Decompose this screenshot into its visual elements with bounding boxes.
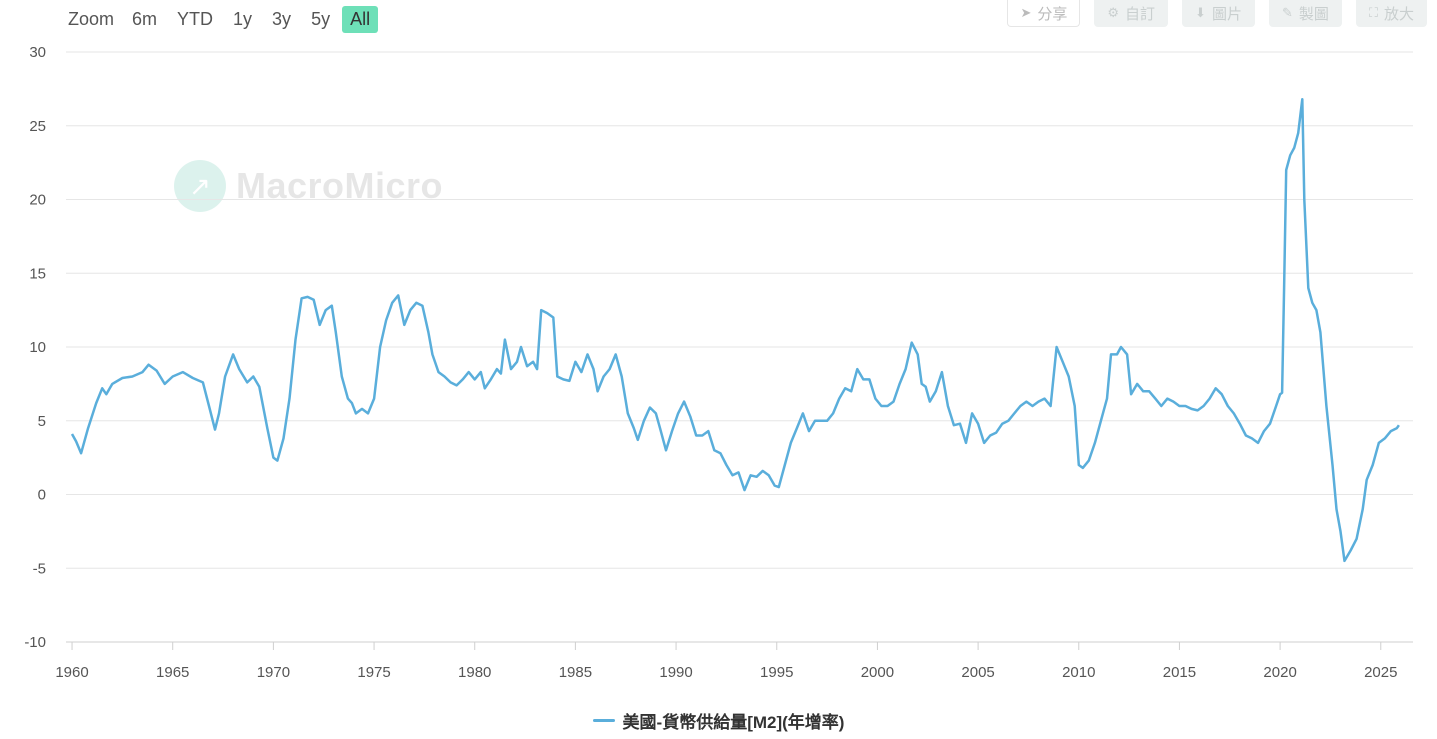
gear-icon: ⚙: [1107, 5, 1120, 20]
pencil-icon: ✎: [1281, 5, 1293, 20]
trend-icon: ↗: [174, 160, 226, 212]
x-tick-label: 1980: [458, 664, 491, 681]
draw-button[interactable]: ✎ 製圖: [1268, 0, 1342, 27]
expand-icon: ⛶: [1368, 5, 1378, 20]
draw-label: 製圖: [1298, 5, 1329, 23]
y-tick-label: 10: [29, 339, 46, 356]
share-icon: ➤: [1020, 5, 1032, 20]
zoom-1y-button[interactable]: 1y: [233, 8, 253, 29]
x-tick-label: 2020: [1263, 664, 1296, 681]
y-tick-label: 5: [38, 413, 46, 430]
legend-label: 美國-貨幣供給量[M2](年增率): [622, 713, 845, 732]
y-tick-label: 20: [29, 192, 46, 209]
y-tick-label: 15: [29, 265, 46, 282]
series-layer: [70, 97, 1400, 563]
zoom-3y-button[interactable]: 3y: [272, 8, 292, 29]
y-tick-label: -10: [24, 634, 46, 651]
y-axis-ticks: 30 25 20 15 10 5 0 -5 -10: [24, 44, 46, 651]
customize-button[interactable]: ⚙ 自訂: [1094, 0, 1169, 27]
x-tick-label: 1960: [55, 664, 88, 681]
zoom-ytd-button[interactable]: YTD: [177, 8, 214, 29]
x-tick-label: 1990: [659, 664, 692, 681]
legend-swatch: [592, 719, 615, 722]
fullscreen-label: 放大: [1383, 5, 1414, 23]
y-tick-label: -5: [33, 560, 46, 577]
grid-lines: [66, 51, 1413, 643]
y-tick-label: 0: [38, 487, 46, 504]
download-icon: ⬇: [1195, 5, 1206, 20]
y-tick-label: 25: [29, 118, 46, 135]
fullscreen-button[interactable]: ⛶ 放大: [1355, 0, 1427, 27]
share-button[interactable]: ➤ 分享: [1007, 0, 1081, 27]
y-tick-label: 30: [29, 44, 46, 61]
x-axis: 1960 1965 1970 1975 1980 1985 1990 1995 2000 2005…: [55, 642, 1397, 681]
x-tick-label: 1985: [559, 664, 592, 681]
share-label: 分享: [1037, 5, 1068, 23]
zoom-label: Zoom: [68, 8, 115, 29]
series-line[interactable]: [70, 97, 1400, 563]
x-tick-label: 1995: [760, 664, 793, 681]
x-tick-label: 2010: [1062, 664, 1095, 681]
zoom-6m-button[interactable]: 6m: [132, 8, 158, 29]
x-tick-label: 2000: [861, 664, 894, 681]
x-tick-label: 2005: [961, 664, 994, 681]
zoom-all-button[interactable]: All: [342, 5, 379, 33]
x-tick-label: 2015: [1163, 664, 1196, 681]
x-tick-label: 1965: [156, 664, 189, 681]
legend[interactable]: 美國-貨幣供給量[M2](年增率): [0, 708, 1437, 733]
zoom-bar: Zoom 6m YTD 1y 3y 5y All: [62, 4, 379, 34]
zoom-5y-button[interactable]: 5y: [311, 8, 331, 29]
image-label: 圖片: [1211, 5, 1242, 23]
image-button[interactable]: ⬇ 圖片: [1182, 0, 1255, 27]
chart-toolbar: ➤ 分享 ⚙ 自訂 ⬇ 圖片 ✎ 製圖 ⛶ 放大: [1007, 0, 1427, 27]
customize-label: 自訂: [1125, 5, 1156, 23]
x-tick-label: 2025: [1364, 664, 1397, 681]
x-tick-label: 1970: [257, 664, 290, 681]
x-tick-label: 1975: [357, 664, 390, 681]
